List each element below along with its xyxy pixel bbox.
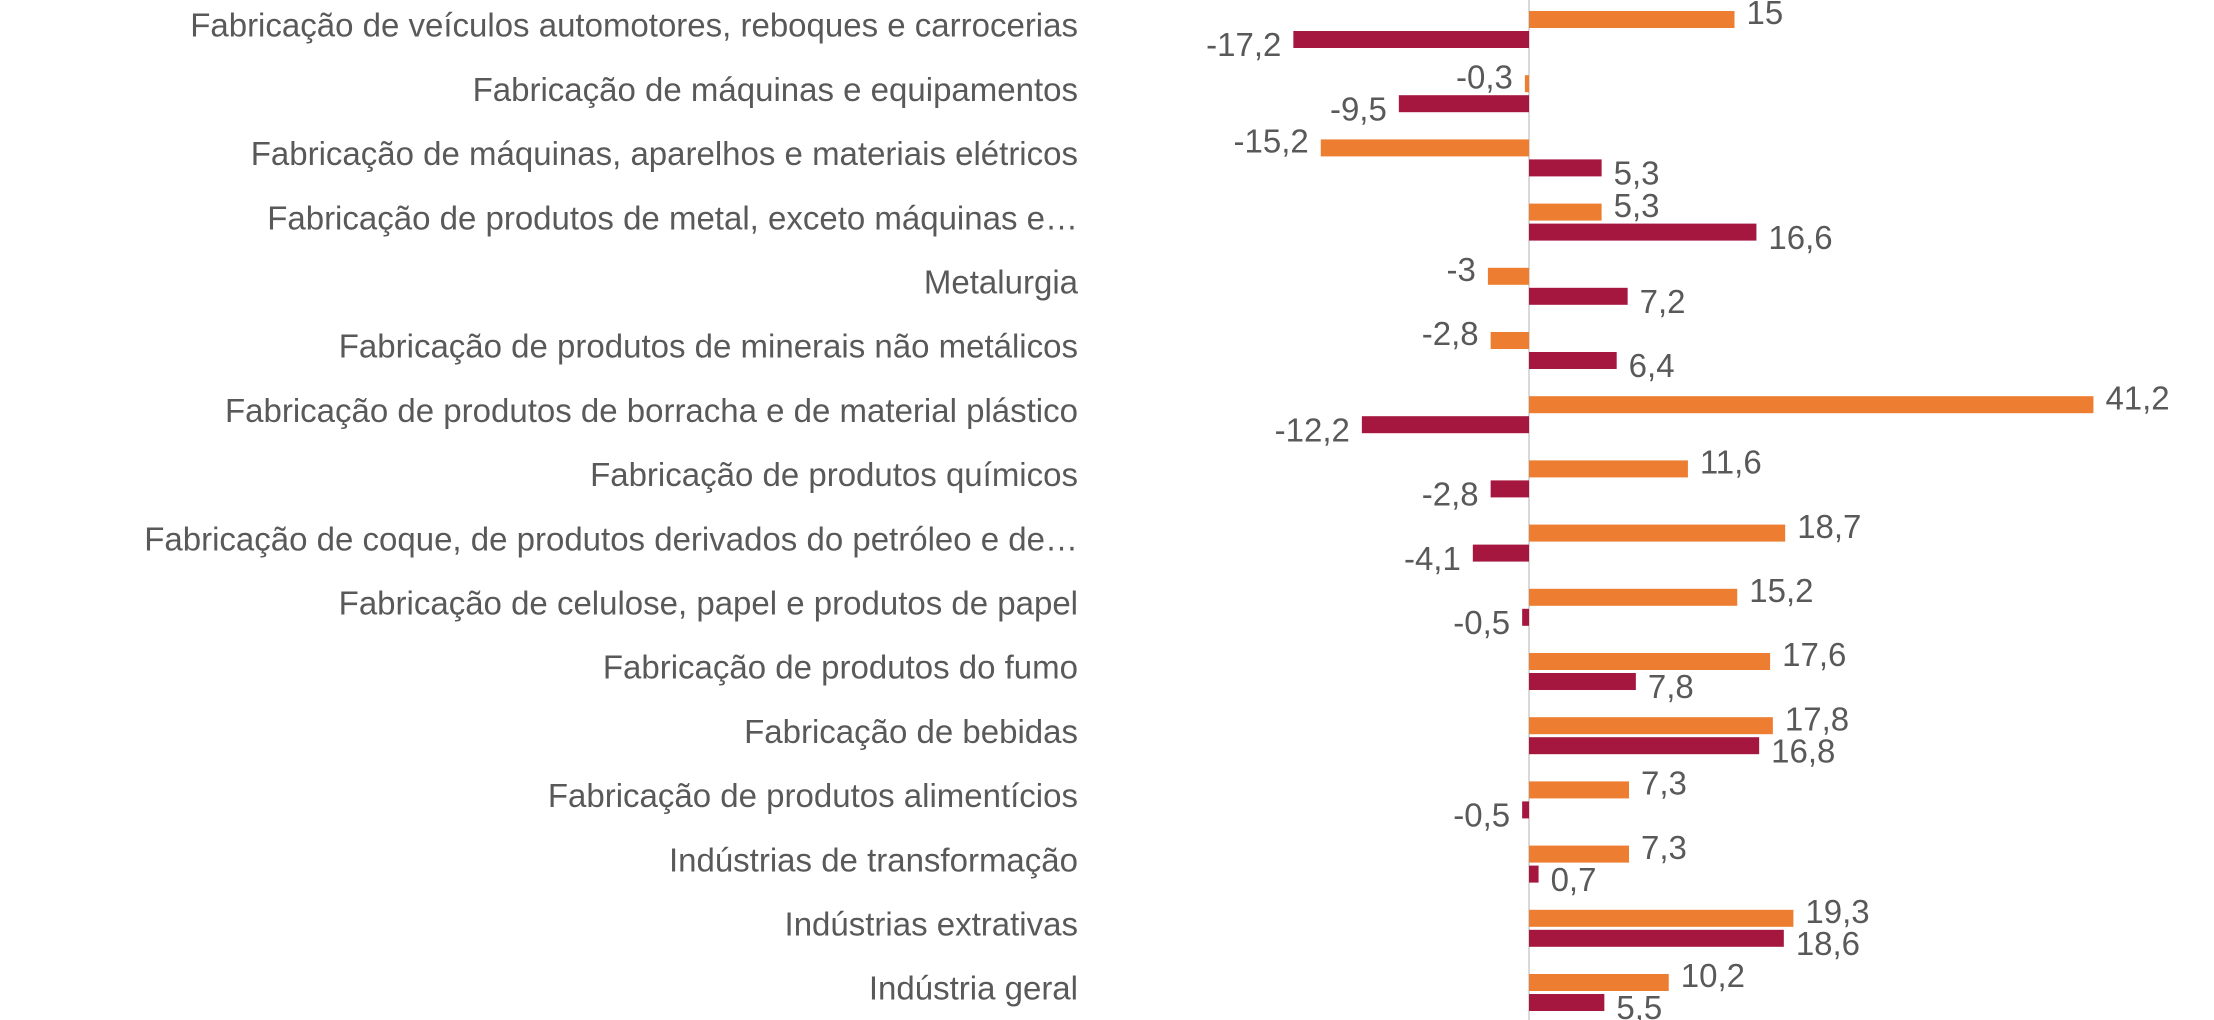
- category-label: Fabricação de máquinas, aparelhos e mate…: [251, 135, 1078, 172]
- bar: [1529, 974, 1669, 991]
- category-label: Indústrias extrativas: [785, 906, 1078, 943]
- bar: [1524, 75, 1529, 93]
- category-label: Fabricação de máquinas e equipamentos: [473, 71, 1078, 108]
- bar: [1529, 588, 1738, 606]
- bar: [1529, 352, 1617, 369]
- value-label: 15,2: [1749, 572, 1813, 609]
- category-label: Fabricação de produtos de minerais não m…: [339, 328, 1078, 365]
- value-label: -12,2: [1275, 411, 1350, 448]
- value-label: -17,2: [1206, 26, 1281, 63]
- bar: [1522, 801, 1529, 819]
- bar: [1529, 929, 1784, 947]
- category-label: Fabricação de produtos do fumo: [603, 649, 1078, 686]
- bar: [1490, 332, 1529, 349]
- bar: [1487, 267, 1529, 285]
- bar: [1529, 159, 1602, 177]
- value-label: -2,8: [1422, 476, 1479, 513]
- value-label: -2,8: [1422, 315, 1479, 352]
- category-label: Fabricação de celulose, papel e produtos…: [339, 585, 1078, 622]
- bar: [1529, 524, 1786, 542]
- value-label: 7,3: [1641, 765, 1687, 802]
- value-label: -0,3: [1456, 58, 1513, 95]
- bar: [1529, 223, 1757, 241]
- value-label: 16,6: [1768, 219, 1832, 256]
- bar: [1529, 909, 1794, 927]
- bar: [1529, 460, 1688, 478]
- value-label: 7,2: [1640, 283, 1686, 320]
- value-label: 5,5: [1616, 989, 1662, 1020]
- value-label: 17,8: [1785, 700, 1849, 737]
- bar: [1522, 608, 1529, 626]
- value-label: 18,7: [1797, 508, 1861, 545]
- category-label: Fabricação de produtos químicos: [590, 456, 1078, 493]
- bar: [1529, 781, 1630, 799]
- bar: [1529, 994, 1605, 1011]
- value-label: 5,3: [1614, 187, 1660, 224]
- bar: [1529, 203, 1602, 221]
- bar: [1529, 287, 1628, 305]
- bar: [1320, 139, 1529, 157]
- category-label: Fabricação de bebidas: [744, 713, 1078, 750]
- bar: [1529, 653, 1771, 670]
- value-label: 19,3: [1805, 893, 1869, 930]
- bar: [1472, 544, 1529, 562]
- value-label: -15,2: [1234, 123, 1309, 160]
- category-label: Metalurgia: [924, 264, 1079, 301]
- value-label: -0,5: [1453, 604, 1510, 641]
- value-label: -4,1: [1404, 540, 1461, 577]
- value-label: 0,7: [1551, 861, 1597, 898]
- value-label: 6,4: [1629, 347, 1675, 384]
- value-label: 5,3: [1614, 155, 1660, 192]
- value-label: -0,5: [1453, 797, 1510, 834]
- value-label: 7,3: [1641, 829, 1687, 866]
- value-label: 10,2: [1681, 957, 1745, 994]
- bar: [1529, 865, 1539, 883]
- bar: [1529, 845, 1630, 863]
- bar: [1361, 416, 1529, 434]
- bar: [1293, 31, 1529, 48]
- bar: [1398, 95, 1529, 113]
- bar: [1490, 480, 1529, 498]
- bar: [1529, 11, 1735, 28]
- value-label: -3: [1447, 251, 1476, 288]
- value-label: 7,8: [1648, 668, 1694, 705]
- category-label: Indústria geral: [869, 970, 1078, 1007]
- bar: [1529, 717, 1773, 735]
- category-label: Fabricação de produtos de metal, exceto …: [267, 199, 1078, 236]
- category-label: Fabricação de produtos alimentícios: [548, 777, 1078, 814]
- category-label: Fabricação de produtos de borracha e de …: [225, 392, 1078, 429]
- category-label: Indústrias de transformação: [669, 841, 1078, 878]
- bar: [1529, 737, 1760, 755]
- bar: [1529, 396, 2094, 414]
- value-label: 16,8: [1771, 732, 1835, 769]
- category-label: Fabricação de veículos automotores, rebo…: [190, 7, 1078, 44]
- bar: [1529, 673, 1636, 690]
- value-label: -9,5: [1330, 90, 1387, 127]
- value-label: 15: [1747, 0, 1784, 31]
- value-label: 17,6: [1782, 636, 1846, 673]
- value-label: 18,6: [1796, 925, 1860, 962]
- value-label: 41,2: [2105, 379, 2169, 416]
- category-label: Fabricação de coque, de produtos derivad…: [144, 520, 1078, 557]
- value-label: 11,6: [1700, 444, 1762, 481]
